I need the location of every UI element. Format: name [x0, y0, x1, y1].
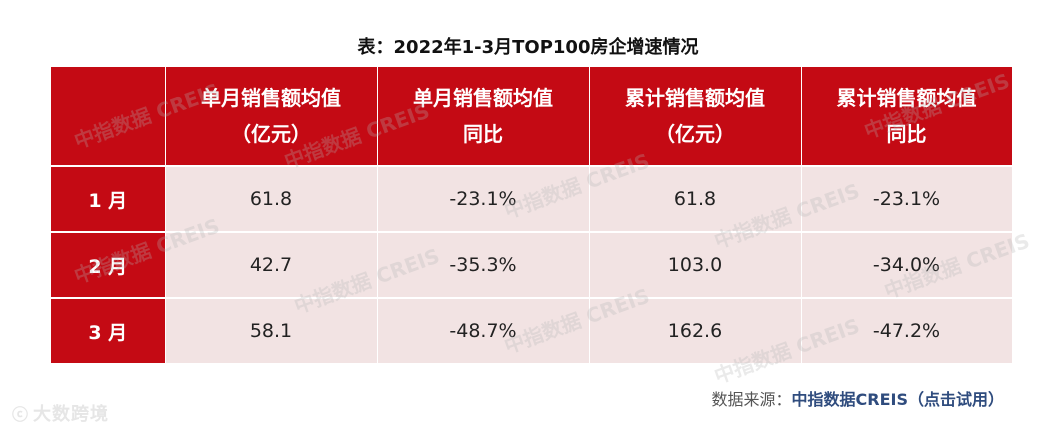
table-cell: -48.7%	[377, 298, 590, 365]
row-label: 3 月	[51, 298, 166, 365]
source-link[interactable]: 中指数据CREIS（点击试用）	[791, 390, 1004, 409]
table-cell: -35.3%	[377, 232, 590, 299]
data-table: 单月销售额均值 （亿元） 单月销售额均值 同比 累计销售额均值 （亿元） 累计销售额均…	[51, 67, 1013, 365]
header-line: 同比	[886, 122, 927, 146]
table-row: 3 月 58.1 -48.7% 162.6 -47.2%	[51, 298, 1013, 365]
table-cell: 58.1	[165, 298, 378, 365]
header-line: 累计销售额均值	[836, 86, 977, 110]
table-row: 1 月 61.8 -23.1% 61.8 -23.1%	[51, 166, 1013, 233]
table-cell: 103.0	[589, 232, 802, 299]
table-cell: 61.8	[165, 166, 378, 233]
table-cell: 61.8	[589, 166, 802, 233]
table-cell: -23.1%	[377, 166, 590, 233]
header-line: 同比	[463, 122, 503, 146]
table-cell: 42.7	[165, 232, 378, 299]
header-cumulative-yoy: 累计销售额均值 同比	[801, 67, 1013, 167]
header-line: 单月销售额均值	[413, 86, 553, 110]
header-line: 累计销售额均值	[625, 86, 765, 110]
header-cumulative-avg: 累计销售额均值 （亿元）	[589, 67, 802, 167]
header-monthly-yoy: 单月销售额均值 同比	[377, 67, 590, 167]
table-cell: -23.1%	[801, 166, 1013, 233]
brand-logo: ⓒ 大数跨境	[12, 400, 109, 426]
logo-icon: ⓒ	[12, 405, 30, 424]
table-cell: 162.6	[589, 298, 802, 365]
table-row: 2 月 42.7 -35.3% 103.0 -34.0%	[51, 232, 1013, 299]
header-corner	[51, 67, 166, 167]
logo-text: 大数跨境	[33, 404, 110, 425]
header-monthly-avg: 单月销售额均值 （亿元）	[165, 67, 378, 167]
row-label: 2 月	[51, 232, 166, 299]
source-prefix: 数据来源：	[711, 390, 792, 409]
data-source: 数据来源：中指数据CREIS（点击试用）	[712, 386, 1005, 410]
header-row: 单月销售额均值 （亿元） 单月销售额均值 同比 累计销售额均值 （亿元） 累计销售额均…	[51, 67, 1013, 167]
header-line: （亿元）	[231, 122, 311, 146]
header-line: （亿元）	[655, 122, 735, 146]
header-line: 单月销售额均值	[201, 86, 341, 110]
row-label: 1 月	[51, 166, 166, 233]
table-title: 表：2022年1-3月TOP100房企增速情况	[357, 37, 699, 58]
table-cell: -47.2%	[801, 298, 1013, 365]
table-cell: -34.0%	[801, 232, 1013, 299]
